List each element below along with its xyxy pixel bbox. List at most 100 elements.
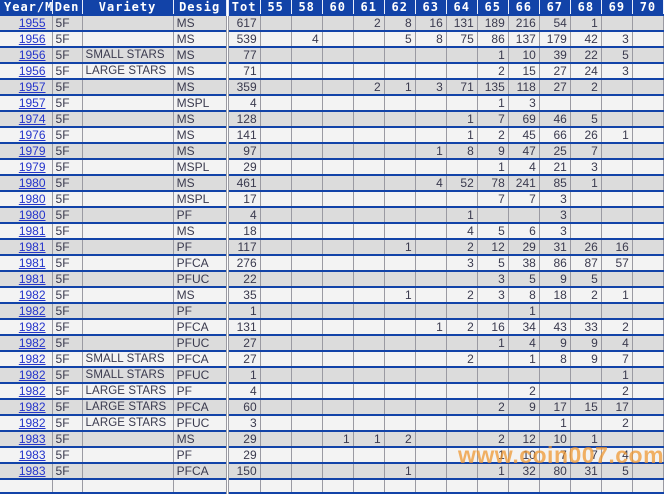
- variety-cell: [82, 287, 174, 304]
- year-link[interactable]: 1980: [18, 192, 46, 206]
- year-link[interactable]: 1983: [18, 448, 46, 462]
- year-link[interactable]: 1981: [18, 240, 46, 254]
- grade-55-cell: [260, 335, 292, 352]
- variety-cell: [82, 79, 174, 96]
- grade-66-cell: 34: [508, 319, 540, 336]
- grade-68-cell: 15: [570, 399, 602, 416]
- den-cell: 5F: [52, 463, 83, 480]
- year-link[interactable]: 1979: [18, 160, 46, 174]
- desig-cell: PFUC: [173, 367, 228, 384]
- grade-65-cell: 1: [477, 95, 509, 112]
- year-link[interactable]: 1957: [18, 96, 46, 110]
- den-cell: 5F: [52, 191, 83, 208]
- total-cell: 97: [225, 143, 261, 160]
- year-link[interactable]: 1981: [18, 272, 46, 286]
- year-link[interactable]: 1982: [18, 304, 46, 318]
- grade-62-cell: [384, 399, 416, 416]
- grade-65-cell: [477, 383, 509, 400]
- table-row: 1956 5F SMALL STARS MS 77 1 10 39 22 5: [0, 47, 664, 64]
- column-header-58: 58: [291, 0, 323, 16]
- desig-cell: PFUC: [173, 271, 228, 288]
- year-link[interactable]: 1980: [18, 208, 46, 222]
- grade-68-cell: [570, 303, 602, 320]
- grade-62-cell: [384, 255, 416, 272]
- grade-65-cell: 16: [477, 319, 509, 336]
- den-cell: 5F: [52, 351, 83, 368]
- grade-61-cell: [353, 463, 385, 480]
- total-cell: 617: [225, 15, 261, 32]
- grade-63-cell: [415, 255, 447, 272]
- grade-61-cell: [353, 271, 385, 288]
- year-link[interactable]: 1983: [18, 464, 46, 478]
- variety-cell: [82, 127, 174, 144]
- grade-60-cell: [322, 143, 354, 160]
- year-cell: 1957: [0, 79, 53, 96]
- grade-63-cell: 1: [415, 319, 447, 336]
- grade-58-cell: [291, 15, 323, 32]
- year-link[interactable]: 1976: [18, 128, 46, 142]
- desig-cell: MS: [173, 143, 228, 160]
- year-link[interactable]: 1982: [18, 288, 46, 302]
- grade-68-cell: 1: [570, 15, 602, 32]
- den-cell: 5F: [52, 287, 83, 304]
- grade-66-cell: 2: [508, 383, 540, 400]
- year-link[interactable]: 1974: [18, 112, 46, 126]
- grade-70-cell: [632, 15, 664, 32]
- year-link[interactable]: 1979: [18, 144, 46, 158]
- grade-64-cell: 8: [446, 143, 478, 160]
- year-link[interactable]: 1982: [18, 336, 46, 350]
- year-link[interactable]: 1956: [18, 32, 46, 46]
- grade-70-cell: [632, 319, 664, 336]
- grade-62-cell: [384, 447, 416, 464]
- variety-cell: [82, 319, 174, 336]
- year-link[interactable]: 1956: [18, 48, 46, 62]
- grade-64-cell: 75: [446, 31, 478, 48]
- grade-65-cell: 1: [477, 335, 509, 352]
- year-link[interactable]: 1982: [18, 416, 46, 430]
- year-link[interactable]: 1982: [18, 368, 46, 382]
- grade-67-cell: 3: [539, 191, 571, 208]
- grade-65-cell: 1: [477, 47, 509, 64]
- year-cell: 1983: [0, 447, 53, 464]
- den-cell: 5F: [52, 431, 83, 448]
- year-link[interactable]: 1982: [18, 400, 46, 414]
- year-link[interactable]: 1981: [18, 224, 46, 238]
- den-cell: 5F: [52, 95, 83, 112]
- grade-70-cell: [632, 175, 664, 192]
- grade-64-cell: [446, 463, 478, 480]
- grade-63-cell: [415, 111, 447, 128]
- grade-65-cell: 1: [477, 463, 509, 480]
- grade-67-cell: 179: [539, 31, 571, 48]
- grade-61-cell: [353, 47, 385, 64]
- year-link[interactable]: 1983: [18, 432, 46, 446]
- grade-60-cell: [322, 175, 354, 192]
- year-link[interactable]: 1956: [18, 64, 46, 78]
- year-cell: 1955: [0, 15, 53, 32]
- year-link[interactable]: 1957: [18, 80, 46, 94]
- year-link[interactable]: 1982: [18, 352, 46, 366]
- grade-60-cell: [322, 239, 354, 256]
- empty-cell: [225, 479, 261, 494]
- grade-65-cell: [477, 207, 509, 224]
- grade-55-cell: [260, 95, 292, 112]
- grade-68-cell: 1: [570, 175, 602, 192]
- grade-61-cell: [353, 383, 385, 400]
- year-link[interactable]: 1982: [18, 384, 46, 398]
- grade-62-cell: [384, 63, 416, 80]
- grade-68-cell: [570, 95, 602, 112]
- grade-63-cell: [415, 159, 447, 176]
- column-header-63: 63: [415, 0, 447, 16]
- year-link[interactable]: 1955: [18, 16, 46, 30]
- grade-69-cell: [601, 431, 633, 448]
- grade-67-cell: 54: [539, 15, 571, 32]
- grade-65-cell: 9: [477, 143, 509, 160]
- year-link[interactable]: 1980: [18, 176, 46, 190]
- grade-67-cell: 1: [539, 415, 571, 432]
- year-link[interactable]: 1981: [18, 256, 46, 270]
- grade-62-cell: [384, 191, 416, 208]
- grade-69-cell: 4: [601, 447, 633, 464]
- year-link[interactable]: 1982: [18, 320, 46, 334]
- grade-67-cell: [539, 383, 571, 400]
- table-row: 1982 5F PF 1 1: [0, 303, 664, 320]
- total-cell: 29: [225, 431, 261, 448]
